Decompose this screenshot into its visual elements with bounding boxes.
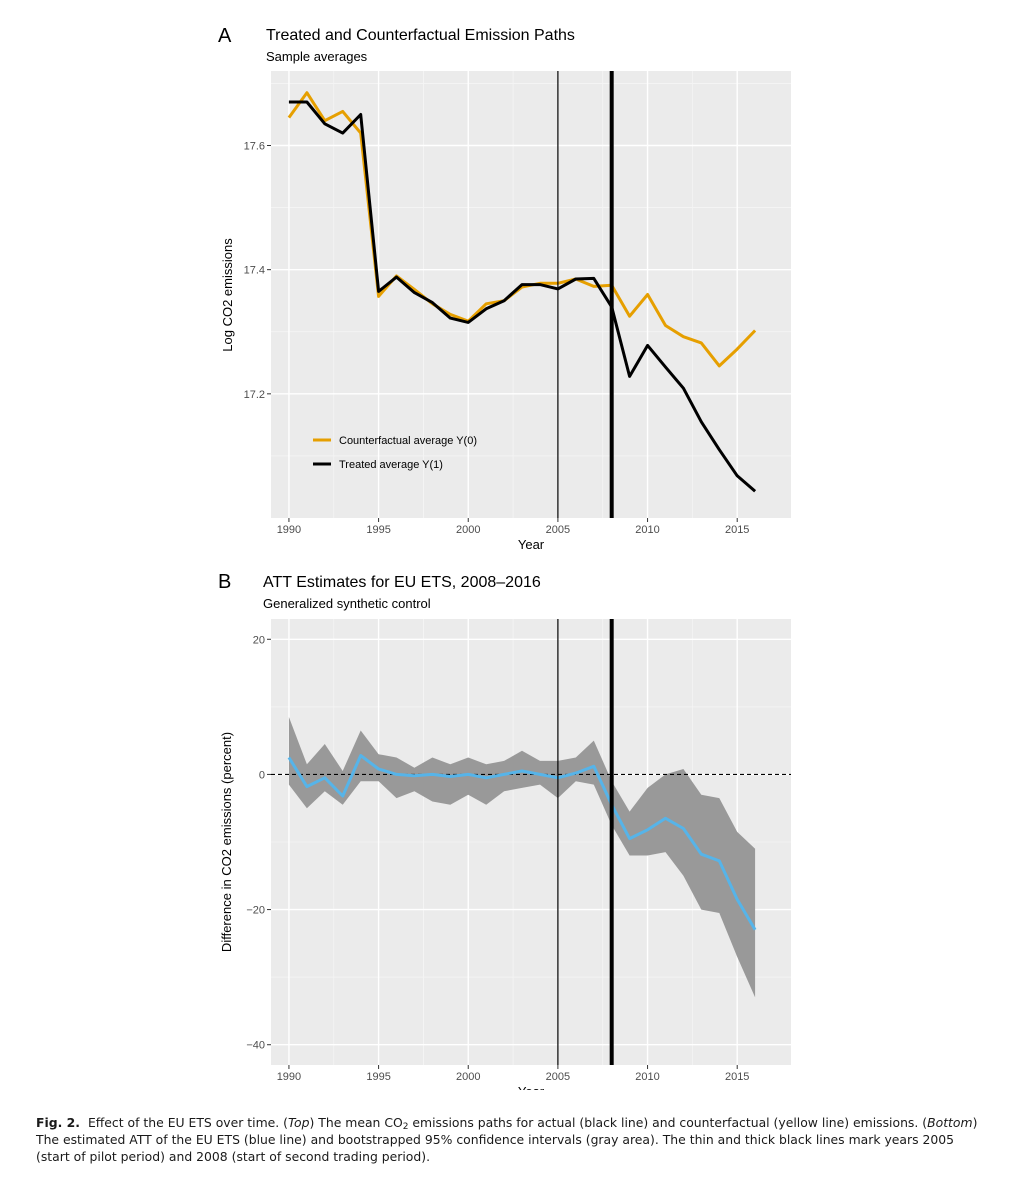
x-tick-label: 1990: [277, 1071, 301, 1083]
y-tick-label: 0: [259, 769, 265, 781]
x-tick-label: 2000: [456, 524, 480, 536]
chart-subtitle: Generalized synthetic control: [263, 596, 431, 611]
caption-part: Top: [288, 1115, 310, 1130]
x-axis-title: Year: [518, 537, 545, 552]
y-axis-title: Log CO2 emissions: [220, 238, 235, 352]
caption-text: Effect of the EU ETS over time. (Top) Th…: [36, 1115, 977, 1164]
caption-part: ) The estimated ATT of the EU ETS (blue …: [36, 1115, 978, 1164]
x-tick-label: 2010: [635, 524, 659, 536]
x-tick-label: 1995: [366, 524, 390, 536]
y-tick-label: 17.2: [244, 389, 265, 401]
x-tick-label: 2015: [725, 524, 749, 536]
figure: 1990 1995 2000 2005 2010 2015 17.2 17.4 17.6 Year…: [218, 25, 791, 1090]
x-tick-label: 2005: [546, 1071, 570, 1083]
y-tick-label: 17.6: [244, 141, 265, 153]
x-axis-title: Year: [518, 1084, 545, 1090]
x-tick-label: 2000: [456, 1071, 480, 1083]
panel-letter: B: [218, 571, 231, 593]
y-axis-title: Difference in CO2 emissions (percent): [219, 732, 234, 952]
legend: Counterfactual average Y(0) Treated avera…: [313, 435, 477, 471]
x-tick-label: 2010: [635, 1071, 659, 1083]
x-tick-label: 1990: [277, 524, 301, 536]
caption-part: Effect of the EU ETS over time. (: [87, 1115, 289, 1130]
panel-a: 1990 1995 2000 2005 2010 2015 17.2 17.4 17.6 Year…: [218, 25, 791, 552]
figure-caption: Fig. 2. Effect of the EU ETS over time. (…: [36, 1114, 986, 1165]
chart-title: Treated and Counterfactual Emission Path…: [266, 27, 575, 44]
panel-b: 1990 1995 2000 2005 2010 2015 −40 −20 0 20 Year Dif…: [218, 571, 791, 1090]
legend-label: Treated average Y(1): [339, 459, 443, 471]
chart-title: ATT Estimates for EU ETS, 2008–2016: [263, 574, 541, 591]
chart-subtitle: Sample averages: [266, 49, 368, 64]
plot-background: [271, 71, 791, 518]
y-tick-label: 17.4: [244, 265, 265, 277]
caption-part: Bottom: [927, 1115, 973, 1130]
panel-letter: A: [218, 25, 232, 47]
y-tick-label: 20: [253, 634, 265, 646]
confidence-band: [288, 717, 756, 998]
caption-part: emissions paths for actual (black line) …: [408, 1115, 928, 1130]
x-tick-label: 2005: [546, 524, 570, 536]
legend-label: Counterfactual average Y(0): [339, 435, 477, 447]
series-line-first: [287, 754, 757, 931]
y-tick-label: −20: [246, 905, 265, 917]
x-tick-label: 2015: [725, 1071, 749, 1083]
y-tick-label: −40: [246, 1040, 265, 1052]
caption-part: 2: [402, 1122, 409, 1132]
caption-part: ) The mean CO: [309, 1115, 403, 1130]
series-line-second: [288, 100, 757, 493]
x-tick-label: 1995: [366, 1071, 390, 1083]
caption-label: Fig. 2.: [36, 1115, 80, 1130]
